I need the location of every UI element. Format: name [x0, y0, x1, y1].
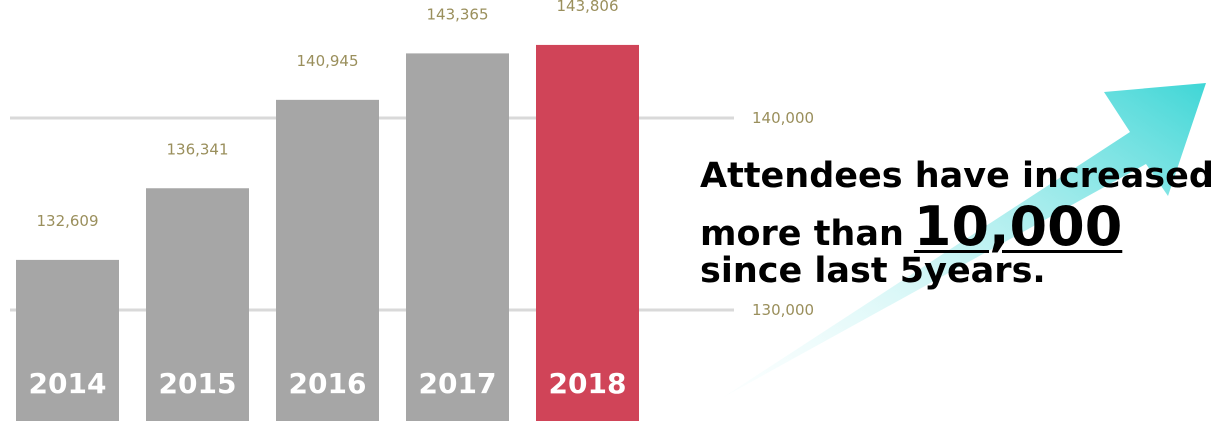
x-tick-label: 2016: [289, 367, 367, 400]
bar-2014: [16, 259, 119, 421]
headline-line-1: Attendees have increased: [700, 156, 1211, 196]
x-tick-label: 2015: [159, 367, 237, 400]
bar-2015: [146, 188, 249, 421]
bar-value-label: 143,806: [556, 0, 618, 15]
bar-2017: [406, 53, 509, 421]
headline-number: 10,000: [913, 194, 1123, 258]
bar-2016: [276, 99, 379, 421]
x-tick-label: 2017: [419, 367, 497, 400]
bar-2018: [536, 44, 639, 421]
bar-value-label: 136,341: [166, 140, 228, 158]
bar-value-label: 143,365: [426, 5, 488, 23]
x-tick-label: 2014: [29, 367, 107, 400]
headline-line-3: since last 5years.: [700, 250, 1046, 291]
x-tick-label: 2018: [549, 367, 627, 400]
trend-arrow-icon: [722, 83, 1206, 398]
headline-prefix: more than: [700, 213, 904, 254]
bar-value-label: 140,945: [296, 52, 358, 70]
headline: Attendees have increased more than 10,000…: [700, 155, 1211, 306]
bar-value-label: 132,609: [36, 212, 98, 230]
headline-line-2: more than 10,000: [700, 194, 1211, 260]
y-tick-label: 130,000: [752, 301, 814, 319]
y-tick-label: 140,000: [752, 109, 814, 127]
